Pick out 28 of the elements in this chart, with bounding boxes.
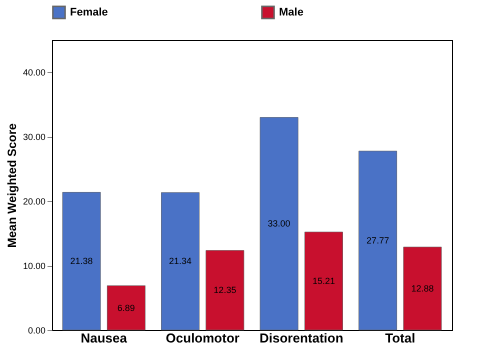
text: 21.34 [169,256,192,266]
bar [62,192,101,330]
x-tick-label: Nausea [80,330,128,346]
bar [358,150,398,330]
bar [106,285,146,330]
x-tick-label: Oculomotor [166,330,240,346]
bar [260,117,298,330]
x-tick-label: Total [385,330,416,346]
text: 12.88 [411,284,434,294]
text: 12.35 [214,285,236,296]
bar [206,250,244,330]
bar [161,192,200,330]
text: 33.00 [268,218,290,229]
text: 15.21 [312,276,335,286]
text: 21.38 [70,256,93,266]
y-tick-label: 20.00 [22,196,46,207]
x-tick-label: Disorentation [259,330,344,346]
bar [304,232,343,330]
legend-label: Female [70,6,108,18]
bar [403,246,442,330]
y-tick-label: 0.00 [28,326,46,336]
y-tick-label: 10.00 [22,261,46,272]
text: 6.89 [117,302,135,313]
y-axis-title: Mean Weighted Score [4,122,19,248]
legend-label: Male [279,6,304,18]
y-tick-label: 40.00 [22,68,46,78]
y-tick-label: 30.00 [22,132,46,142]
text: 27.77 [366,236,390,246]
